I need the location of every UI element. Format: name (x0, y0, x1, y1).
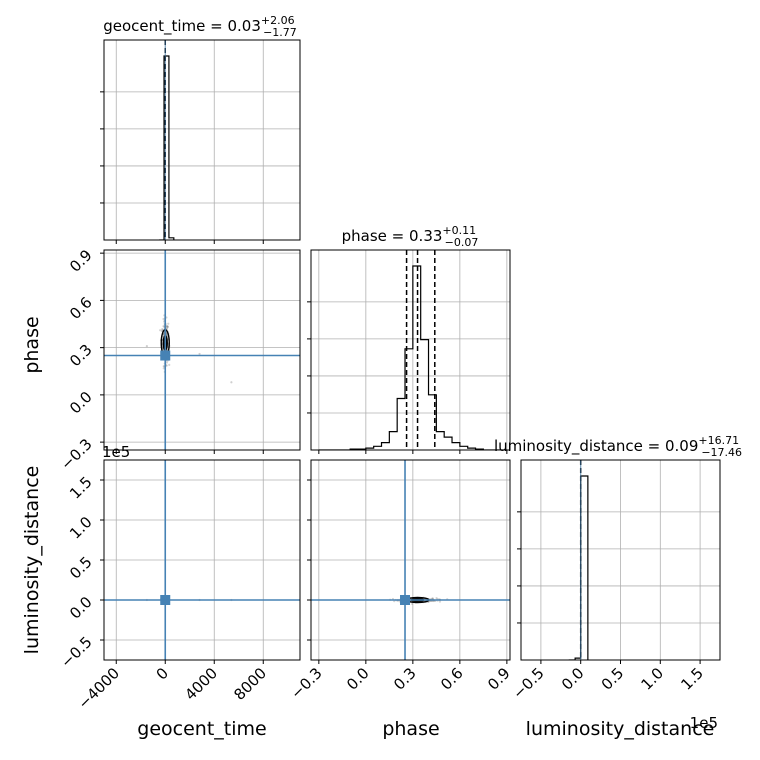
tick-label-y: 0.0 (66, 388, 96, 418)
tick-label-x: 1.5 (677, 664, 707, 694)
grid-layer (104, 40, 720, 660)
title-phase: phase = 0.33+0.11 −0.07 (342, 224, 479, 249)
scatter-point (198, 353, 200, 355)
tick-label-x: 1.0 (638, 664, 668, 694)
tick-label-y: 0.6 (66, 293, 96, 323)
panel-0-0-frame (104, 40, 300, 240)
tick-label-x: −0.3 (287, 664, 325, 702)
axis-label-x-luminosity_distance: luminosity_distance (526, 718, 715, 740)
title-luminosity_distance: luminosity_distance = 0.09+16.71 −17.46 (494, 434, 742, 459)
axis-label-x-phase: phase (382, 718, 439, 740)
tick-label-x: 0.0 (558, 664, 588, 694)
scatter-point (166, 325, 168, 327)
frame-layer (100, 40, 720, 664)
tick-label-y: 1.0 (66, 513, 96, 543)
panel-1-1-frame (311, 250, 510, 450)
panel-1-0-content (146, 314, 233, 383)
panel-0-0-content (159, 40, 174, 240)
data-layer (146, 40, 588, 660)
scatter-point (159, 329, 161, 331)
tick-label-y: 0.9 (66, 246, 96, 276)
tick-label-y: 1.5 (66, 473, 96, 503)
tick-label-y: 0.0 (66, 593, 96, 623)
offset-label-y: 1e5 (102, 443, 130, 461)
scatter-point (146, 345, 148, 347)
text-layer: −4000 0 4000 8000 −0.3 0.0 0.3 0.6 0.9 −0.5 0.0 0.5… (21, 14, 742, 740)
histogram-luminosity_distance (569, 476, 588, 660)
panel-2-1-content (389, 597, 448, 605)
axis-label-x-geocent_time: geocent_time (137, 718, 266, 740)
histogram-geocent_time (159, 56, 174, 240)
scatter-point (168, 364, 170, 366)
tick-label-x: 0.0 (343, 664, 373, 694)
axis-label-y-luminosity_distance: luminosity_distance (21, 466, 43, 655)
tick-label-x: 0.3 (390, 664, 420, 694)
scatter-point (230, 381, 232, 383)
tick-label-x: 0.6 (437, 664, 467, 694)
truth-layer (104, 250, 510, 660)
offset-label-x: 1e5 (690, 714, 718, 732)
panel-2-2-content (569, 460, 588, 660)
tick-label-x: −0.5 (509, 664, 547, 702)
tick-label-x: −4000 (74, 664, 123, 713)
truth-marker (160, 595, 170, 605)
title-geocent_time: geocent_time = 0.03+2.06 −1.77 (103, 14, 297, 39)
tick-label-y: 0.5 (66, 553, 96, 583)
panel-1-0-frame (104, 250, 300, 450)
axis-label-y-phase: phase (21, 316, 43, 373)
tick-label-y: −0.5 (57, 633, 95, 671)
tick-label-y: 0.3 (66, 341, 96, 371)
tick-label-x: 0 (153, 664, 172, 683)
tick-label-x: 8000 (230, 664, 270, 704)
scatter-point (411, 603, 413, 605)
truth-marker (400, 595, 410, 605)
tick-label-x: 0.5 (598, 664, 628, 694)
tick-label-x: 4000 (181, 664, 221, 704)
scatter-point (167, 323, 169, 325)
tick-label-y: −0.3 (57, 435, 95, 473)
truth-marker (160, 351, 170, 361)
